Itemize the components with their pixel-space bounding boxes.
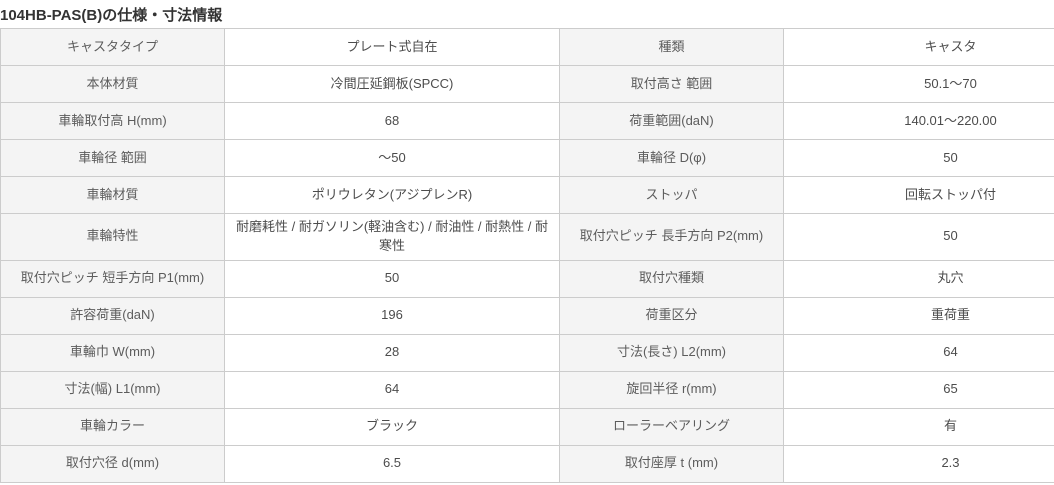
spec-label-cell: 許容荷重(daN): [0, 296, 225, 335]
table-row: 車輪取付高 H(mm) 68 荷重範囲(daN) 140.01～220.00: [0, 102, 1054, 140]
table-row: 車輪径 範囲 ～50 車輪径 D(φ) 50: [0, 139, 1054, 177]
spec-label-cell: 車輪特性: [0, 213, 225, 261]
spec-value-cell: プレート式自在: [224, 28, 560, 66]
spec-label-cell: 取付穴ピッチ 短手方向 P1(mm): [0, 259, 225, 298]
table-row: 取付穴径 d(mm) 6.5 取付座厚 t (mm) 2.3: [0, 444, 1054, 483]
table-row: 車輪カラー ブラック ローラーベアリング 有: [0, 407, 1054, 446]
spec-label-cell: 取付座厚 t (mm): [559, 444, 784, 483]
spec-label-cell: 種類: [559, 28, 784, 66]
spec-label-cell: ローラーベアリング: [559, 407, 784, 446]
spec-label-cell: 寸法(長さ) L2(mm): [559, 333, 784, 372]
table-row: 車輪特性 耐磨耗性 / 耐ガソリン(軽油含む) / 耐油性 / 耐熱性 / 耐寒…: [0, 213, 1054, 261]
spec-value-cell: キャスタ: [783, 28, 1054, 66]
spec-label-cell: 車輪取付高 H(mm): [0, 102, 225, 140]
spec-label-cell: 本体材質: [0, 65, 225, 103]
table-row: 寸法(幅) L1(mm) 64 旋回半径 r(mm) 65: [0, 370, 1054, 409]
spec-value-cell: 140.01～220.00: [783, 102, 1054, 140]
spec-value-cell: 64: [783, 333, 1054, 372]
spec-value-cell: 2.3: [783, 444, 1054, 483]
spec-value-cell: 50: [224, 259, 560, 298]
page-title: 104HB-PAS(B)の仕様・寸法情報: [0, 7, 223, 24]
spec-label-cell: 寸法(幅) L1(mm): [0, 370, 225, 409]
table-row: キャスタタイプ プレート式自在 種類 キャスタ: [0, 28, 1054, 66]
spec-label-cell: ストッパ: [559, 176, 784, 214]
spec-value-cell: 196: [224, 296, 560, 335]
spec-label-cell: 取付高さ 範囲: [559, 65, 784, 103]
table-row: 許容荷重(daN) 196 荷重区分 重荷重: [0, 296, 1054, 335]
spec-label-cell: 荷重区分: [559, 296, 784, 335]
spec-value-cell: 重荷重: [783, 296, 1054, 335]
spec-label-cell: 取付穴径 d(mm): [0, 444, 225, 483]
table-row: 本体材質 冷間圧延鋼板(SPCC) 取付高さ 範囲 50.1～70: [0, 65, 1054, 103]
spec-value-cell: 有: [783, 407, 1054, 446]
spec-label-cell: 荷重範囲(daN): [559, 102, 784, 140]
spec-label-cell: 車輪カラー: [0, 407, 225, 446]
spec-value-cell: ポリウレタン(アジプレンR): [224, 176, 560, 214]
table-row: 車輪巾 W(mm) 28 寸法(長さ) L2(mm) 64: [0, 333, 1054, 372]
spec-value-cell: 50.1～70: [783, 65, 1054, 103]
spec-label-cell: 取付穴種類: [559, 259, 784, 298]
spec-label-cell: 車輪材質: [0, 176, 225, 214]
spec-label-cell: 車輪径 範囲: [0, 139, 225, 177]
spec-label-cell: 車輪径 D(φ): [559, 139, 784, 177]
spec-value-cell: 50: [783, 213, 1054, 261]
spec-value-cell: 50: [783, 139, 1054, 177]
spec-value-cell: 丸穴: [783, 259, 1054, 298]
spec-value-cell: 65: [783, 370, 1054, 409]
spec-value-cell: 64: [224, 370, 560, 409]
spec-table: キャスタタイプ プレート式自在 種類 キャスタ 本体材質 冷間圧延鋼板(SPCC…: [0, 28, 1054, 483]
spec-value-cell: 68: [224, 102, 560, 140]
spec-value-cell: 冷間圧延鋼板(SPCC): [224, 65, 560, 103]
spec-label-cell: 旋回半径 r(mm): [559, 370, 784, 409]
spec-label-cell: 車輪巾 W(mm): [0, 333, 225, 372]
spec-value-cell: 28: [224, 333, 560, 372]
table-row: 取付穴ピッチ 短手方向 P1(mm) 50 取付穴種類 丸穴: [0, 259, 1054, 298]
spec-value-cell: ～50: [224, 139, 560, 177]
spec-value-cell: 6.5: [224, 444, 560, 483]
table-row: 車輪材質 ポリウレタン(アジプレンR) ストッパ 回転ストッパ付: [0, 176, 1054, 214]
spec-value-cell: 回転ストッパ付: [783, 176, 1054, 214]
spec-value-cell: 耐磨耗性 / 耐ガソリン(軽油含む) / 耐油性 / 耐熱性 / 耐寒性: [224, 213, 560, 261]
spec-label-cell: キャスタタイプ: [0, 28, 225, 66]
spec-value-cell: ブラック: [224, 407, 560, 446]
spec-label-cell: 取付穴ピッチ 長手方向 P2(mm): [559, 213, 784, 261]
